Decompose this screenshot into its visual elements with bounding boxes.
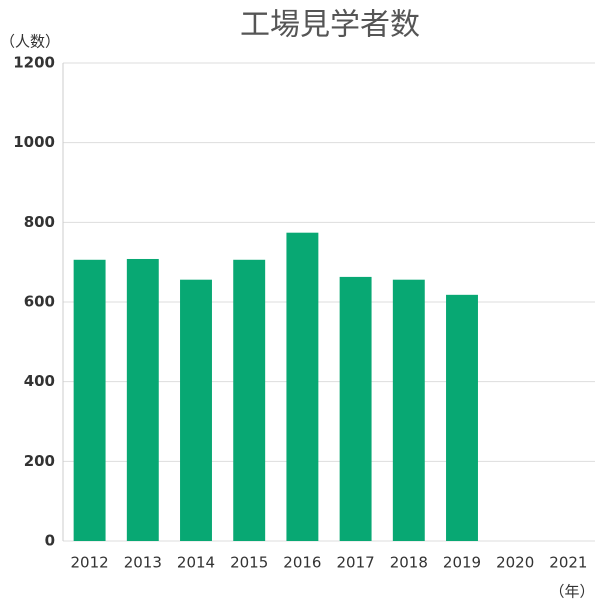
y-tick-label: 1200 [13, 54, 55, 72]
bar [392, 279, 425, 541]
x-tick-label: 2013 [124, 554, 162, 572]
x-tick-label: 2017 [337, 554, 375, 572]
y-tick-label: 800 [24, 213, 55, 231]
bar [446, 294, 478, 541]
bar [180, 279, 212, 541]
chart-title: 工場見学者数 [240, 8, 420, 43]
x-tick-label: 2015 [230, 554, 268, 572]
y-tick-label: 0 [45, 532, 55, 550]
y-tick-label: 600 [24, 293, 55, 311]
y-tick-label: 1000 [13, 133, 55, 151]
x-tick-label: 2019 [443, 554, 481, 572]
bar [339, 276, 372, 541]
x-tick-label: 2018 [390, 554, 428, 572]
bar [126, 258, 159, 541]
x-tick-label: 2012 [71, 554, 109, 572]
x-tick-label: 2016 [283, 554, 321, 572]
y-tick-label: 400 [24, 372, 55, 390]
x-tick-label: 2021 [549, 554, 587, 572]
x-axis-label: （年） [549, 583, 594, 601]
y-axis-label: （人数） [0, 33, 60, 51]
bar [233, 259, 266, 541]
bar [73, 259, 106, 541]
y-tick-label: 200 [24, 452, 55, 470]
x-tick-label: 2020 [496, 554, 534, 572]
x-tick-label: 2014 [177, 554, 215, 572]
bar [286, 232, 319, 541]
